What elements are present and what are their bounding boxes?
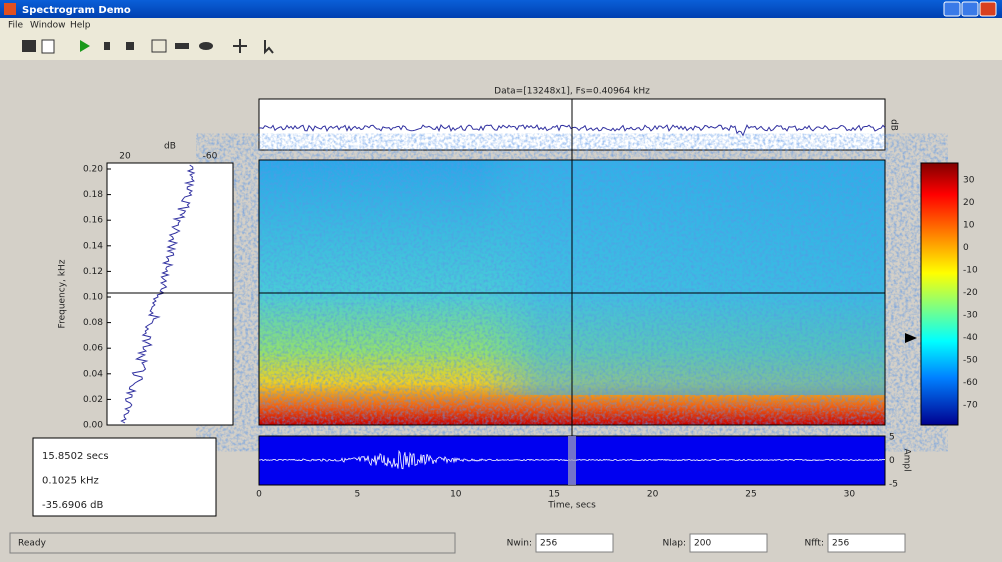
spectrum-xtick: 20: [119, 152, 131, 162]
pause-icon[interactable]: [104, 42, 110, 50]
spectrum-ytick: 0.02: [83, 395, 103, 405]
readout-box: [32, 437, 217, 517]
maximize-button[interactable]: [961, 1, 979, 17]
signal-xtick: 25: [745, 490, 756, 500]
spectrum-ytick: 0.10: [83, 293, 103, 303]
signal-xtick: 0: [256, 490, 262, 500]
colorbar-tick: -50: [963, 356, 978, 366]
spectrum-xtick: -60: [203, 152, 218, 162]
colorbar: [920, 162, 959, 426]
signal-xtick: 10: [450, 490, 462, 500]
pan-icon[interactable]: [199, 42, 213, 50]
spectrum-ytick: 0.16: [83, 216, 103, 226]
field-value: 256: [540, 539, 557, 549]
field-input[interactable]: [535, 533, 614, 553]
menu-bar: [0, 18, 1002, 32]
crosshair-icon[interactable]: [233, 39, 247, 53]
spectrum-ytick: 0.12: [83, 267, 103, 277]
colorbar-tick: 10: [963, 221, 975, 231]
title-bar: [0, 0, 1002, 18]
spectrum-ytick: 0.06: [83, 344, 103, 354]
field-input[interactable]: [827, 533, 906, 553]
field-label: Nlap:: [663, 539, 687, 549]
spectrum-ytick: 0.20: [83, 165, 103, 175]
top-plot-label: dB: [889, 119, 899, 131]
close-button[interactable]: [979, 1, 997, 17]
spectrum-ylabel: Frequency, kHz: [58, 259, 68, 328]
window-title: Spectrogram Demo: [22, 5, 131, 16]
menu-item[interactable]: Help: [70, 21, 91, 31]
colorbar-tick: -10: [963, 266, 978, 276]
readout-line: 0.1025 kHz: [42, 476, 99, 487]
zoom-icon[interactable]: [151, 39, 167, 53]
spectrum-ytick: 0.00: [83, 421, 103, 431]
spectrum-ytick: 0.18: [83, 190, 103, 200]
signal-ylabel: Ampl: [902, 448, 912, 471]
stop-icon[interactable]: [126, 42, 134, 50]
print-icon[interactable]: [22, 40, 36, 52]
spectrum-ytick: 0.08: [83, 318, 103, 328]
field-label: Nwin:: [507, 539, 532, 549]
signal-ytick: -5: [889, 480, 898, 490]
colorbar-tick: -20: [963, 288, 978, 298]
plot-title: Data=[13248x1], Fs=0.40964 kHz: [494, 87, 650, 97]
spectrum-ytick: 0.04: [83, 369, 103, 379]
minimize-button[interactable]: [943, 1, 961, 17]
field-input[interactable]: [689, 533, 768, 553]
signal-xtick: 5: [355, 490, 361, 500]
menu-item[interactable]: Window: [30, 21, 66, 31]
status-text: Ready: [18, 539, 47, 549]
colorbar-tick: 0: [963, 243, 969, 253]
toolbar: [0, 32, 1002, 60]
colorbar-tick: -40: [963, 333, 978, 343]
help-icon[interactable]: [264, 40, 274, 55]
spectrum-line: [120, 164, 196, 424]
colorbar-tick: -30: [963, 311, 978, 321]
status-box: [9, 532, 456, 554]
signal-xtick: 15: [548, 490, 559, 500]
signal-ytick: 0: [889, 456, 895, 466]
colorbar-tick: -60: [963, 378, 978, 388]
play-icon[interactable]: [80, 40, 90, 52]
colorbar-marker[interactable]: [905, 333, 917, 343]
spectrum-xlabel: dB: [164, 142, 176, 152]
signal-cursor[interactable]: [568, 436, 576, 485]
toolbar-icons: [22, 39, 274, 55]
fit-icon[interactable]: [175, 43, 189, 49]
spectrum-plot: [106, 162, 234, 426]
field-label: Nfft:: [805, 539, 825, 549]
colorbar-tick: -70: [963, 401, 978, 411]
spectrum-ytick: 0.14: [83, 241, 103, 251]
readout-line: -35.6906 dB: [42, 500, 103, 511]
readout-line: 15.8502 secs: [42, 451, 109, 462]
preview-icon[interactable]: [41, 39, 55, 54]
signal-xlabel: Time, secs: [547, 501, 596, 511]
signal-xtick: 30: [844, 490, 856, 500]
app-icon: [4, 3, 16, 15]
colorbar-tick: 30: [963, 176, 975, 186]
field-value: 200: [694, 539, 711, 549]
colorbar-tick: 20: [963, 198, 975, 208]
signal-xtick: 20: [647, 490, 659, 500]
field-value: 256: [832, 539, 849, 549]
menu-item[interactable]: File: [8, 21, 24, 31]
signal-ytick: 5: [889, 433, 895, 443]
